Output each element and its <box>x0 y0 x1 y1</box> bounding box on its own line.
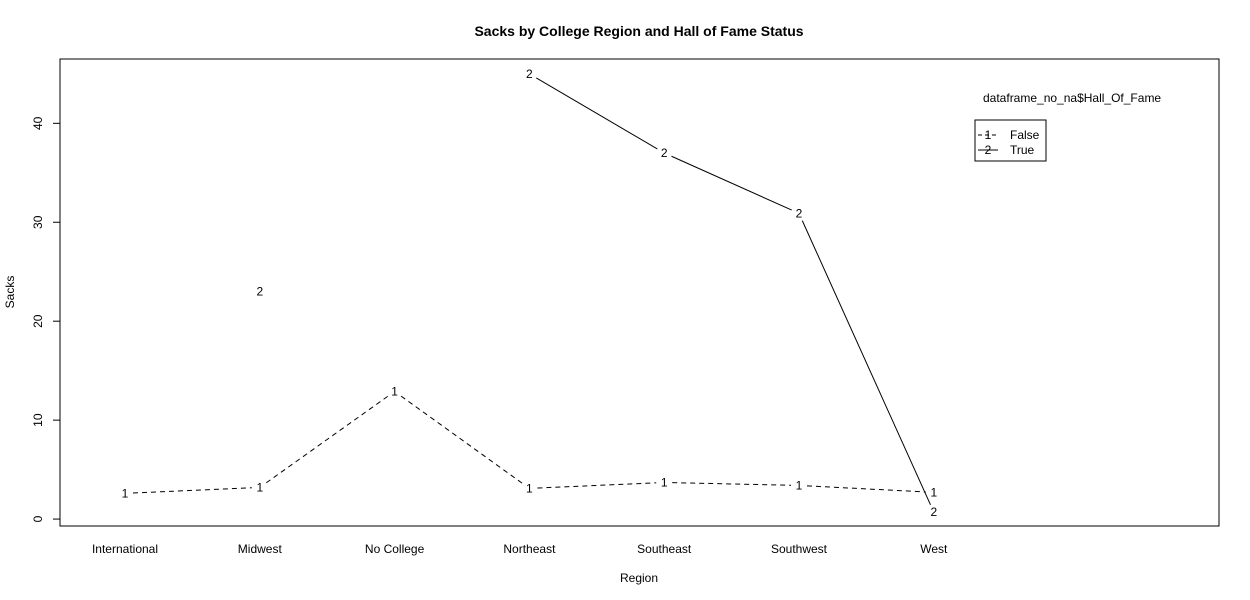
series-2-point: 2 <box>526 67 533 81</box>
chart-title: Sacks by College Region and Hall of Fame… <box>474 23 803 39</box>
series-2-point: 2 <box>796 206 803 220</box>
series-2: 2 2 2 2 2 <box>256 67 937 519</box>
series-1-point: 1 <box>256 480 263 494</box>
y-axis-label: Sacks <box>3 276 17 309</box>
series-1-segment <box>266 395 389 484</box>
x-tick-label: Southwest <box>771 542 828 556</box>
y-tick-label: 40 <box>31 116 45 130</box>
series-1-point: 1 <box>661 475 668 489</box>
legend-box <box>974 119 1047 162</box>
legend-symbol: 2 <box>985 143 992 157</box>
x-tick-label: Midwest <box>238 542 283 556</box>
y-tick-label: 20 <box>31 314 45 328</box>
series-1-segment <box>672 482 792 486</box>
series-1: 1 1 1 1 1 1 1 <box>122 384 938 500</box>
series-1-point: 1 <box>796 478 803 492</box>
legend-title: dataframe_no_na$Hall_Of_Fame <box>983 91 1161 105</box>
series-1-point: 1 <box>930 485 937 499</box>
series-1-segment <box>806 485 926 493</box>
legend: dataframe_no_na$Hall_Of_Fame 1 False 2 True <box>974 91 1161 162</box>
x-axis-label: Region <box>620 571 658 585</box>
x-tick-label: West <box>920 542 948 556</box>
x-tick-label: No College <box>365 542 425 556</box>
series-1-point: 1 <box>391 384 398 398</box>
series-2-segment <box>671 155 792 211</box>
legend-symbol: 1 <box>985 128 992 142</box>
series-2-point: 2 <box>661 146 668 160</box>
series-2-point: 2 <box>930 505 937 519</box>
x-tick-label: International <box>92 542 158 556</box>
series-1-segment <box>132 487 252 494</box>
plot-area <box>59 58 1220 527</box>
x-tick-label: Southeast <box>637 542 692 556</box>
series-1-point: 1 <box>122 486 129 500</box>
series-1-segment <box>537 482 657 489</box>
series-2-segment <box>801 220 931 506</box>
series-2-point: 2 <box>256 285 263 299</box>
series-1-point: 1 <box>526 481 533 495</box>
y-axis: 0 10 20 30 40 <box>31 116 61 522</box>
y-tick-label: 10 <box>31 413 45 427</box>
series-2-segment <box>536 77 658 150</box>
y-tick-label: 30 <box>31 215 45 229</box>
x-axis: International Midwest No College Northeast S… <box>92 542 948 556</box>
series-layer: 1 1 1 1 1 1 1 2 2 2 2 2 <box>122 67 938 519</box>
y-tick-label: 0 <box>31 515 45 522</box>
x-tick-label: Northeast <box>503 542 556 556</box>
series-1-segment <box>400 395 524 485</box>
legend-label: False <box>1010 128 1040 142</box>
legend-label: True <box>1010 143 1035 157</box>
